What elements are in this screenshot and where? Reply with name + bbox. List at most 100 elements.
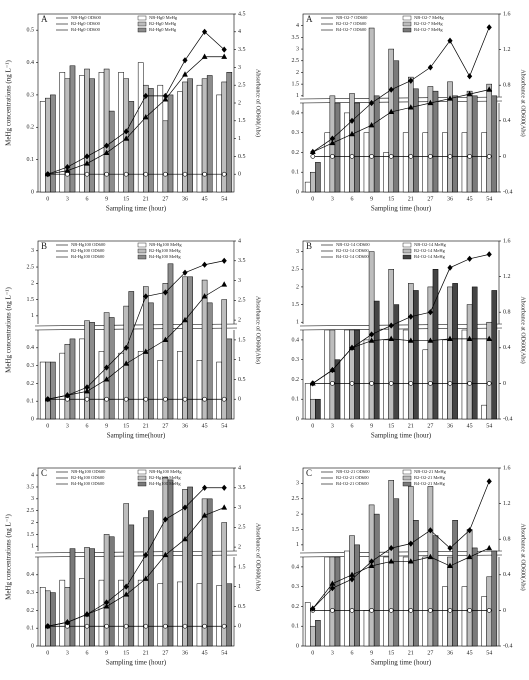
line-marker	[447, 545, 453, 552]
y2-tick-label: 0.4	[503, 118, 511, 124]
panel: 0 0.1 0.2 0.3 0.4 1 1.5 2 2.5 3 3.5 4 0 0.5 1 1.5 2 2.5 3 3…	[5, 465, 262, 666]
bar	[413, 520, 419, 647]
y-tick-label: 2	[31, 281, 34, 287]
y2-tick-label: 1.2	[503, 501, 511, 507]
legend-swatch	[402, 248, 412, 254]
line-marker	[84, 611, 90, 617]
y2-tick-label: 4	[238, 238, 241, 244]
bar	[84, 547, 90, 647]
legend-label: B4-Hg100 MeHg	[149, 254, 181, 259]
line-marker	[202, 28, 208, 35]
line-marker	[349, 154, 355, 159]
bar	[59, 579, 66, 647]
bar	[432, 90, 439, 193]
line-marker	[202, 484, 208, 491]
y2-axis-title: Absorbance at OD600(Abs)	[520, 523, 527, 590]
bar	[442, 339, 448, 420]
y-tick-label: 4	[296, 23, 299, 29]
y-tick-label: 0	[296, 189, 299, 195]
legend-label: B2-O2-7 OD600	[336, 21, 367, 26]
line-marker	[309, 605, 316, 611]
panel-label: C	[41, 468, 47, 478]
bar	[422, 349, 429, 420]
x-tick-label: 9	[105, 423, 108, 429]
legend-swatch	[402, 21, 412, 27]
line-marker	[428, 154, 433, 159]
y-tick-label: 0.2	[27, 125, 35, 131]
line-marker	[368, 337, 375, 343]
x-tick-label: 15	[123, 423, 129, 429]
x-tick-label: 36	[447, 423, 453, 429]
bar	[39, 101, 46, 193]
y2-tick-label: 4	[238, 465, 241, 471]
line-marker	[309, 148, 316, 155]
bar	[162, 477, 169, 647]
y2-axis-title: Absorbance of OD600(Abs)	[255, 69, 262, 137]
line-marker	[162, 551, 169, 558]
bar	[402, 556, 409, 647]
panel-label: B	[41, 241, 47, 251]
x-tick-label: 3	[331, 423, 334, 429]
y2-tick-label: 0.8	[503, 310, 511, 316]
bar	[388, 269, 394, 420]
bar	[304, 181, 311, 193]
line-marker	[369, 381, 374, 386]
line-marker	[104, 171, 109, 177]
bar	[226, 338, 233, 420]
bar	[354, 544, 360, 647]
series-line	[47, 284, 225, 400]
line-marker	[221, 171, 227, 177]
bar	[148, 88, 154, 193]
y2-tick-label: 0.8	[503, 537, 511, 543]
line-marker	[349, 608, 355, 613]
y2-tick-label: 2	[238, 100, 241, 106]
line-marker	[408, 381, 414, 386]
line-marker	[349, 344, 355, 350]
line-marker	[123, 623, 129, 629]
bar	[157, 360, 164, 420]
bar	[481, 132, 487, 193]
line-marker	[447, 95, 453, 101]
line-marker	[182, 535, 188, 542]
bar	[452, 520, 458, 647]
bar	[349, 93, 355, 193]
bar	[50, 361, 56, 420]
legend-label: B2-O2-21 OD600	[336, 475, 369, 480]
legend-swatch	[137, 15, 147, 21]
legend-label: B4-O2-7 MeHg	[414, 27, 443, 32]
y2-tick-label: 0.5	[238, 377, 246, 383]
y-tick-label: 0	[31, 189, 34, 195]
bar	[486, 83, 492, 193]
bar	[226, 583, 233, 647]
y-tick-label: 2	[31, 520, 34, 526]
y-tick-label: 3.5	[27, 484, 35, 490]
bar	[177, 351, 183, 420]
line-marker	[388, 154, 394, 159]
y-tick-label: 0.2	[27, 608, 35, 614]
bar	[402, 329, 409, 420]
bar	[206, 498, 213, 647]
x-tick-label: 36	[447, 650, 453, 656]
y-tick-label: 0.1	[27, 399, 35, 405]
bar	[427, 286, 434, 420]
line-marker	[201, 293, 208, 299]
line-marker	[388, 558, 395, 564]
y2-tick-label: 1.5	[238, 337, 246, 343]
x-tick-label: 6	[351, 423, 354, 429]
bar	[226, 72, 233, 193]
legend-label: B4-Hg0 MeHg	[149, 27, 177, 32]
line-marker	[182, 623, 188, 629]
bar	[59, 352, 66, 420]
axis-break	[300, 97, 502, 103]
legend-label: B4-O2-14 MeHg	[414, 254, 446, 259]
line-marker	[368, 122, 375, 128]
bar	[432, 269, 439, 420]
x-tick-label: 0	[46, 196, 49, 202]
x-tick-label: 3	[331, 196, 334, 202]
x-tick-label: 0	[311, 196, 314, 202]
line-marker	[486, 154, 492, 159]
line-marker	[64, 167, 71, 173]
bar	[334, 556, 341, 647]
legend-swatch	[137, 21, 147, 27]
bar	[157, 583, 164, 647]
